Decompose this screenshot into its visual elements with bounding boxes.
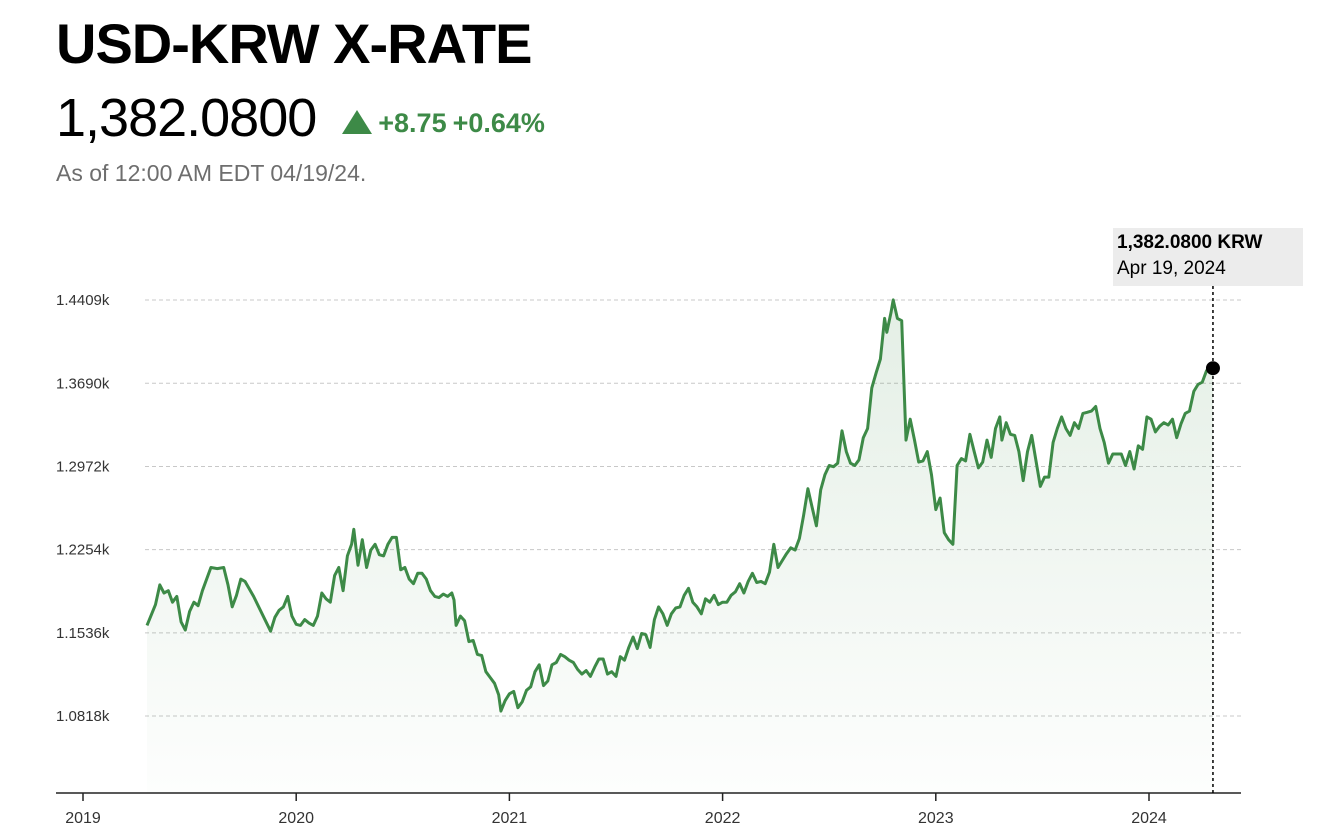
y-tick-label: 1.3690k (56, 375, 110, 392)
series-line (145, 298, 1214, 713)
change-percent: +0.64% (452, 107, 545, 138)
tooltip-value: 1,382.0800 KRW (1117, 232, 1263, 253)
y-tick-label: 1.2254k (56, 542, 110, 559)
tooltip-date: Apr 19, 2024 (1117, 258, 1226, 279)
x-tick-label: 2024 (1131, 810, 1167, 827)
x-tick-label: 2019 (65, 810, 101, 827)
y-tick-label: 1.0818k (56, 708, 110, 725)
timestamp: As of 12:00 AM EDT 04/19/24. (56, 160, 367, 186)
current-price: 1,382.0800 (56, 88, 317, 148)
x-axis-ticks: 2019 2020 2021 2022 2023 2024 (65, 793, 1167, 827)
x-tick-label: 2022 (705, 810, 741, 827)
x-tick-label: 2020 (278, 810, 314, 827)
y-axis-labels: 1.0818k 1.1536k 1.2254k 1.2972k 1.3690k 1.440… (56, 292, 110, 725)
series-area (147, 299, 1213, 793)
x-tick-label: 2021 (492, 810, 528, 827)
page-title: USD-KRW X-RATE (56, 12, 532, 75)
x-tick-label: 2023 (918, 810, 954, 827)
price-change: +8.75 +0.64% (342, 108, 545, 139)
current-point-marker (1205, 361, 1220, 376)
tooltip: 1,382.0800 KRW Apr 19, 2024 (1113, 228, 1303, 286)
up-arrow-icon (342, 110, 373, 134)
y-tick-label: 1.2972k (56, 458, 110, 475)
y-tick-label: 1.4409k (56, 292, 110, 309)
change-value: +8.75 (378, 107, 447, 138)
y-tick-label: 1.1536k (56, 625, 110, 642)
price-row: 1,382.0800 +8.75 +0.64% (56, 86, 545, 150)
